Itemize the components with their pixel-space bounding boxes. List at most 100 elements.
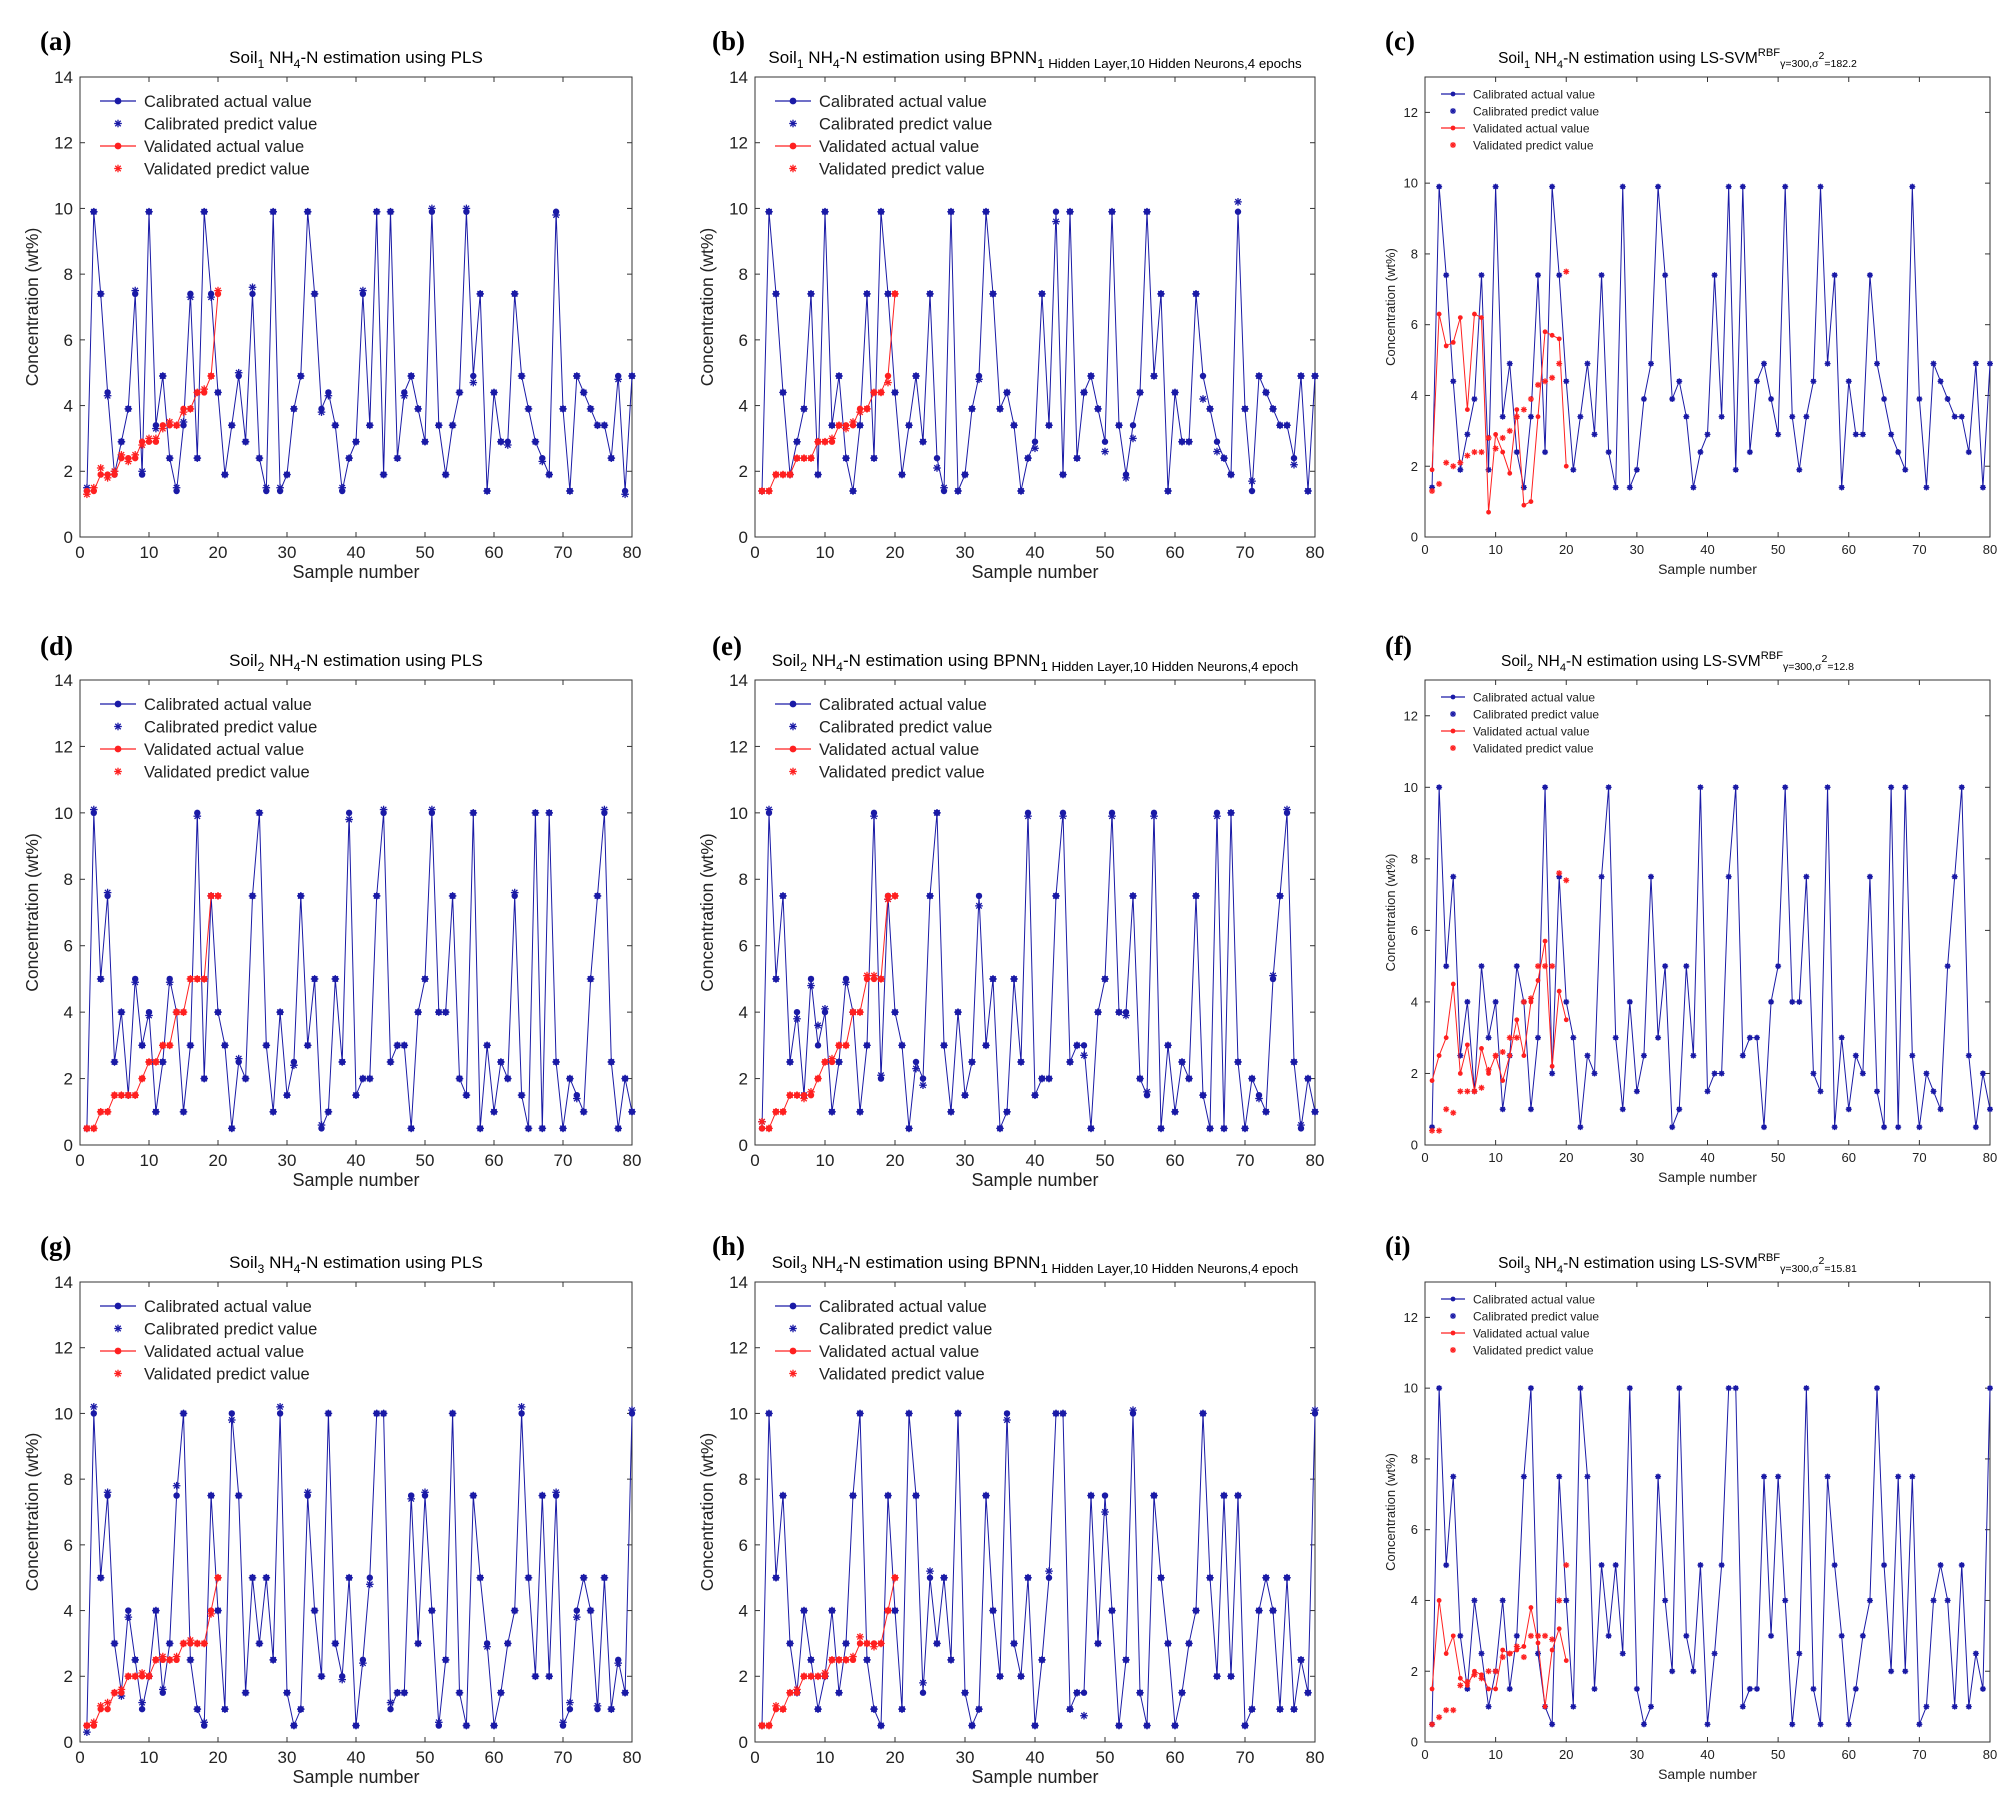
data-point-asterisk: [124, 1613, 133, 1621]
data-point-asterisk: [989, 290, 997, 298]
legend-label: Validated predict value: [144, 160, 310, 178]
data-point-asterisk: [1648, 360, 1654, 367]
data-point-asterisk: [1031, 1721, 1039, 1730]
x-axis-label: Sample number: [292, 1767, 419, 1787]
data-point-asterisk: [1108, 207, 1116, 216]
data-point-asterisk: [90, 483, 98, 492]
title-part: 4: [1557, 59, 1563, 71]
legend-item: Calibrated actual value: [1441, 87, 1595, 101]
data-point-asterisk: [1563, 1597, 1570, 1604]
data-point: [1443, 343, 1449, 349]
data-point-asterisk: [490, 388, 498, 397]
data-point-asterisk: [152, 424, 160, 433]
data-point-asterisk: [1549, 963, 1556, 970]
data-point-asterisk: [476, 1124, 484, 1133]
data-point-asterisk: [448, 421, 457, 430]
data-point-asterisk: [200, 1074, 208, 1083]
data-point-asterisk: [1290, 460, 1298, 469]
chart-panel-h: (h)Soil3 NH4-N estimation using BPNN1 Hi…: [697, 1231, 1324, 1787]
x-tick-label: 70: [1912, 542, 1926, 557]
legend-item: Calibrated actual value: [775, 93, 987, 111]
data-point-asterisk: [165, 978, 174, 987]
data-point-asterisk: [1164, 1041, 1172, 1050]
data-point-asterisk: [1824, 1473, 1831, 1480]
legend-item: Calibrated actual value: [100, 93, 312, 111]
legend-marker-asterisk: [789, 1369, 797, 1378]
legend-item: Calibrated actual value: [775, 1298, 987, 1316]
data-point-asterisk: [159, 1685, 167, 1694]
data-point: [807, 975, 815, 983]
data-point-asterisk: [1045, 421, 1053, 430]
data-point-asterisk: [1436, 480, 1443, 487]
data-point-asterisk: [228, 1124, 236, 1133]
data-point-asterisk: [1178, 437, 1186, 446]
data-point: [758, 1125, 766, 1132]
data-point-asterisk: [1283, 805, 1291, 814]
data-point-asterisk: [1478, 1675, 1485, 1682]
title-part: 3: [258, 1262, 265, 1276]
data-point-asterisk: [1944, 963, 1951, 970]
data-point-asterisk: [248, 892, 257, 900]
data-point-asterisk: [961, 1091, 969, 1099]
data-point-asterisk: [517, 1403, 526, 1411]
data-point-asterisk: [786, 1688, 794, 1697]
data-point-asterisk: [1535, 963, 1541, 970]
data-point-asterisk: [414, 1639, 422, 1648]
data-point-asterisk: [138, 441, 146, 449]
data-point-asterisk: [517, 372, 526, 380]
x-tick-label: 30: [1630, 1747, 1644, 1762]
data-point-asterisk: [1902, 1668, 1909, 1675]
data-point-asterisk: [1768, 396, 1775, 402]
x-tick-label: 50: [1771, 1747, 1785, 1762]
title-part: 4: [1557, 1264, 1563, 1276]
data-point-asterisk: [1605, 1632, 1612, 1639]
data-point-asterisk: [1171, 388, 1179, 397]
series-line: [761, 211, 1316, 492]
chart-panel-c: (c)Soil1 NH4-N estimation using LS-SVMRB…: [1383, 26, 1997, 577]
data-point-asterisk: [877, 207, 885, 216]
data-point-asterisk: [807, 1672, 815, 1681]
y-tick-label: 8: [739, 870, 748, 889]
data-point-asterisk: [255, 454, 264, 462]
x-tick-label: 50: [1096, 1748, 1115, 1767]
data-point-asterisk: [1676, 1106, 1683, 1113]
data-point-asterisk: [145, 434, 153, 443]
data-point: [1486, 509, 1491, 515]
data-point: [1514, 1647, 1520, 1653]
data-point-asterisk: [1690, 1052, 1697, 1059]
data-point-asterisk: [877, 1721, 885, 1730]
data-point-asterisk: [779, 388, 787, 397]
data-point-asterisk: [863, 405, 871, 413]
title-part: 1: [797, 57, 804, 71]
data-point-asterisk: [1753, 378, 1760, 385]
data-point-asterisk: [303, 1488, 312, 1497]
data-point-asterisk: [1073, 1041, 1081, 1050]
title-part: 4: [836, 1262, 843, 1276]
data-point: [1003, 1410, 1011, 1417]
data-point-asterisk: [579, 388, 588, 397]
legend-label: Validated predict value: [1473, 138, 1594, 152]
data-point-asterisk: [110, 467, 119, 476]
data-point-asterisk: [807, 1656, 815, 1664]
data-point-asterisk: [870, 812, 878, 820]
data-point-asterisk: [1520, 1473, 1527, 1480]
data-point-asterisk: [131, 451, 139, 459]
legend-marker: [114, 745, 122, 753]
x-tick-label: 30: [956, 1151, 975, 1170]
data-point: [345, 809, 353, 817]
y-tick-label: 4: [1411, 1593, 1418, 1608]
data-point-asterisk: [96, 1702, 105, 1710]
data-point-asterisk: [1010, 421, 1018, 430]
data-point: [1450, 1633, 1456, 1639]
legend-label: Validated actual value: [144, 741, 304, 759]
legend-marker: [789, 97, 797, 105]
data-point-asterisk: [1269, 405, 1277, 413]
data-point-asterisk: [1732, 784, 1739, 791]
data-point-asterisk: [1450, 1109, 1457, 1116]
data-point-asterisk: [1563, 877, 1570, 884]
data-point: [1080, 1042, 1088, 1049]
data-point-asterisk: [961, 470, 969, 479]
title-part: Soil: [772, 1253, 800, 1272]
series-validated-predict-value: [758, 1573, 899, 1730]
data-point-asterisk: [849, 418, 857, 426]
